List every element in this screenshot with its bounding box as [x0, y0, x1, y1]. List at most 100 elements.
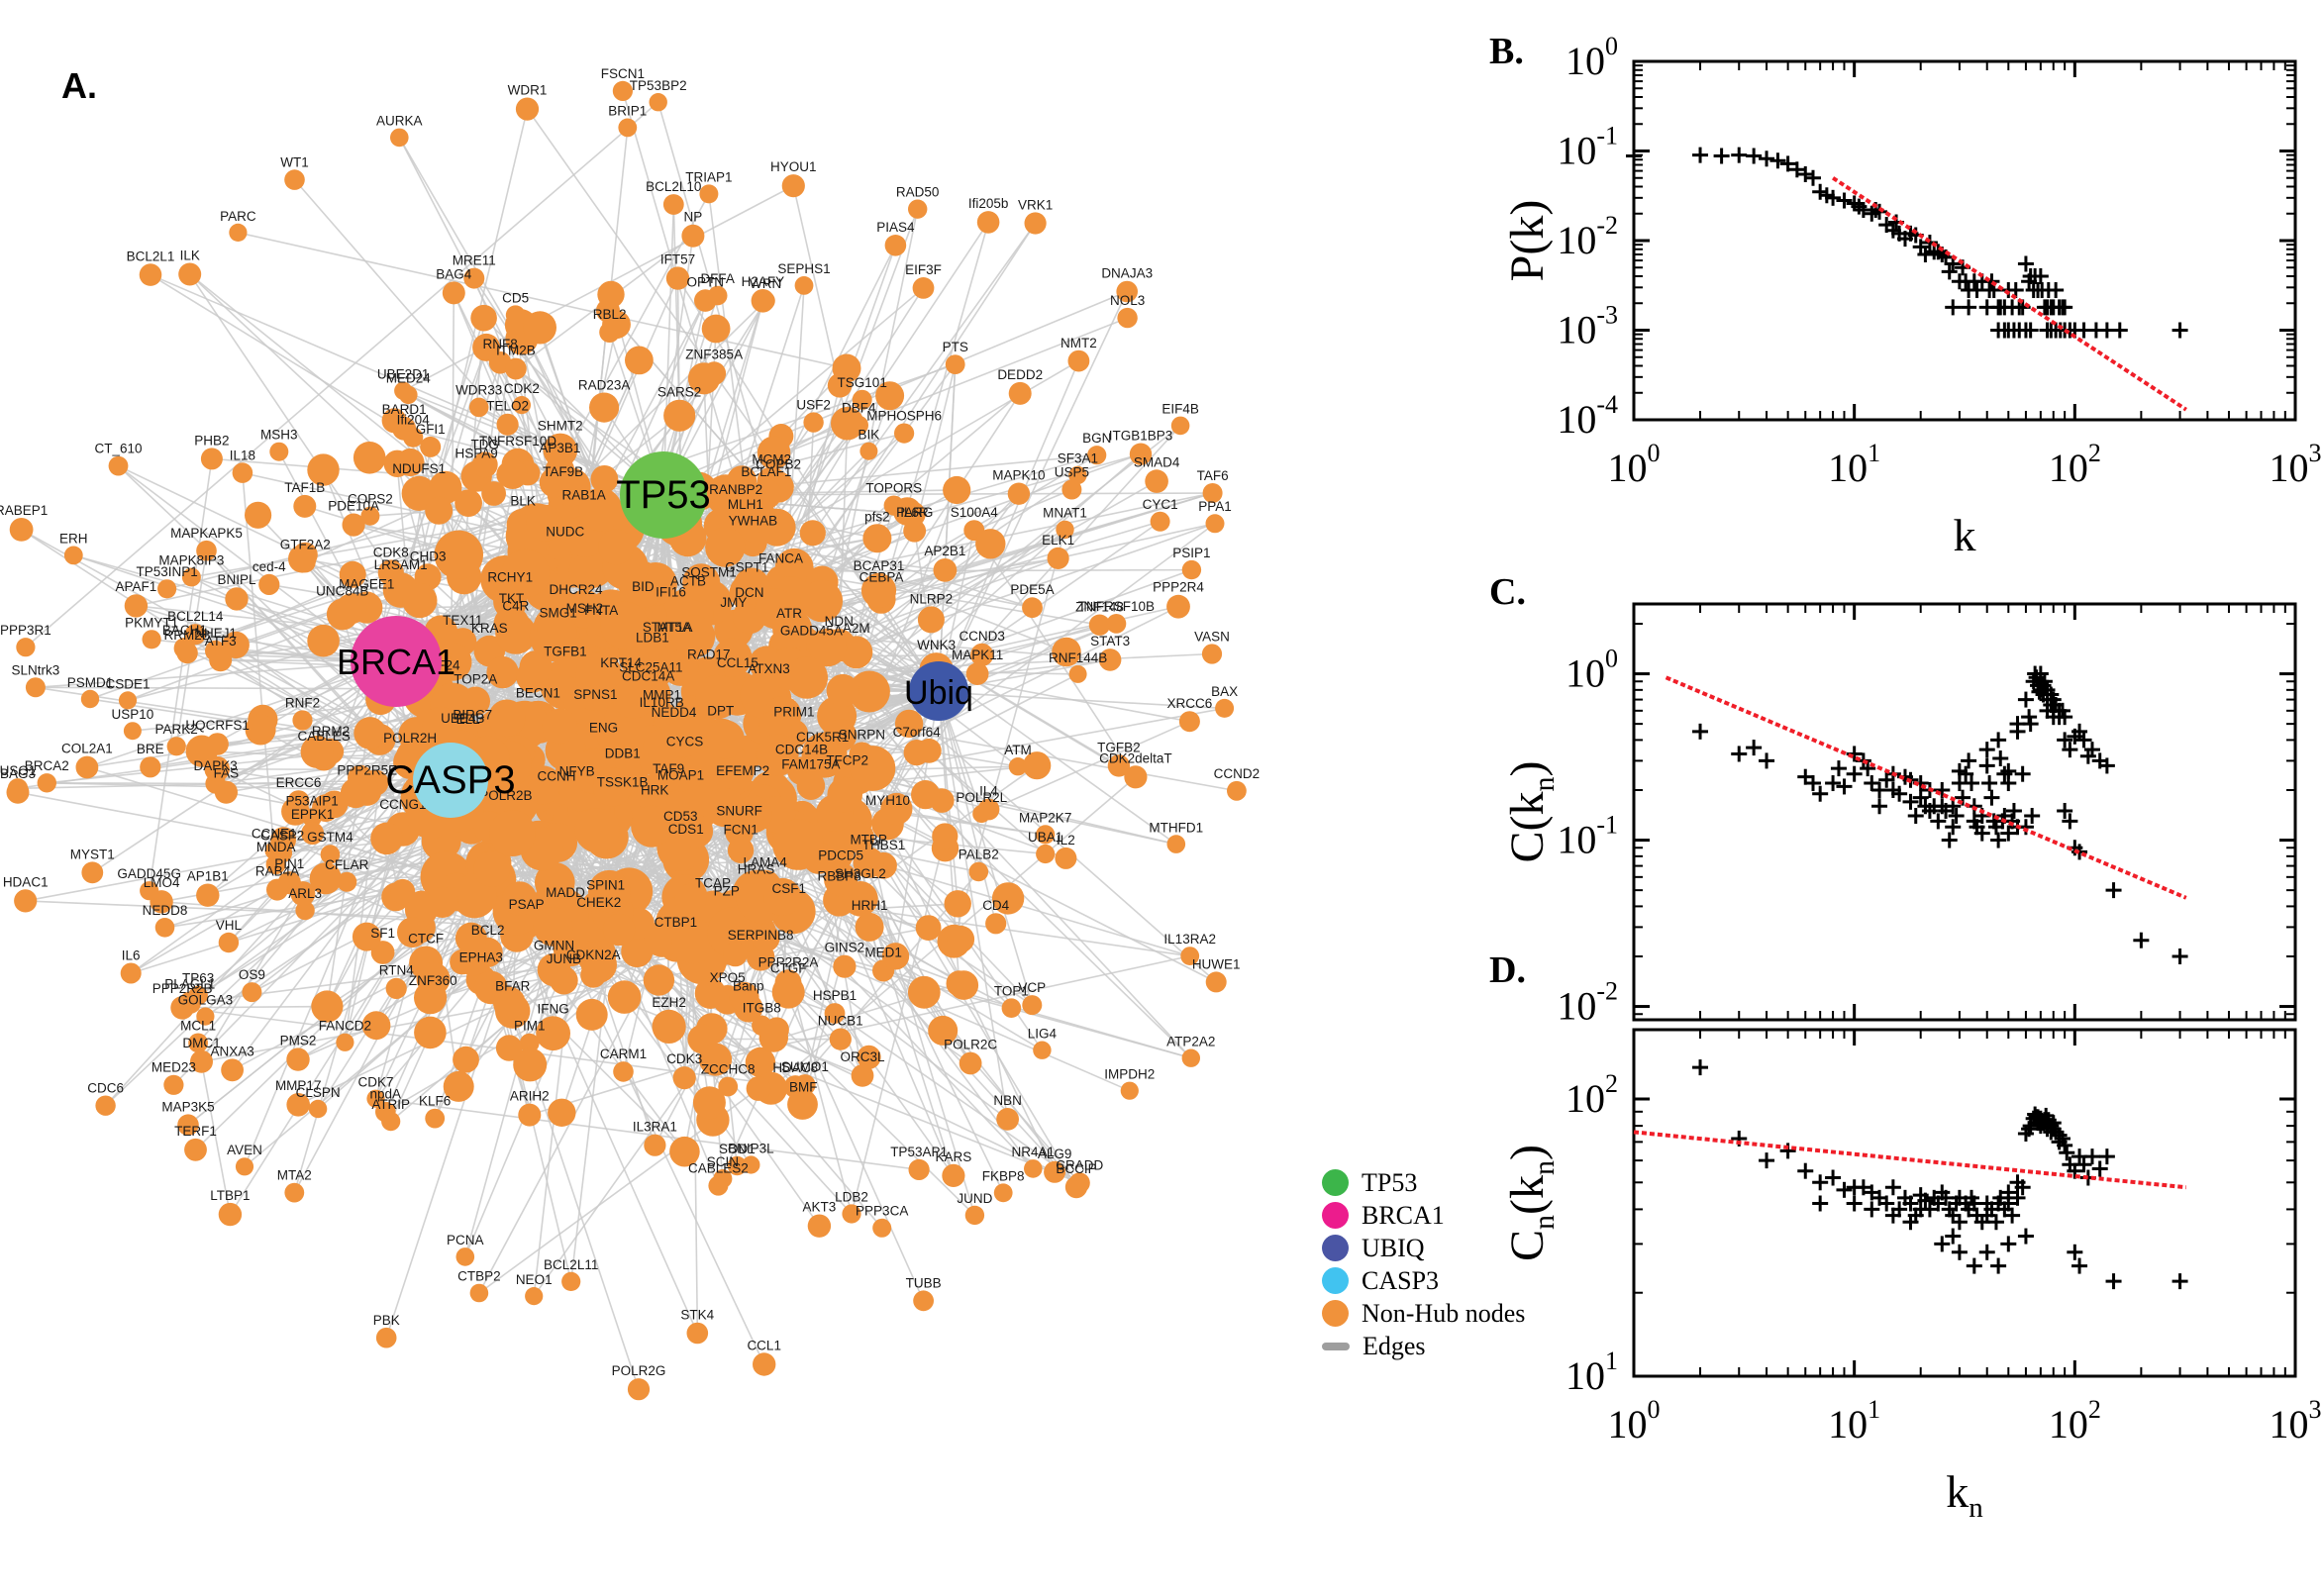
panel-label-c: C.	[1489, 571, 1526, 613]
network-node-label: EIF3F	[905, 262, 942, 277]
network-node-label: CD4	[982, 898, 1009, 913]
network-node-label: BRCA2	[25, 758, 69, 773]
network-node	[75, 755, 99, 779]
fit-line	[1633, 1130, 2187, 1190]
edge-swatch-icon	[1322, 1342, 1350, 1350]
network-node-label: PCNA	[447, 1233, 484, 1247]
network-node	[166, 737, 186, 756]
legend-label: TP53	[1362, 1167, 1418, 1197]
axis-ticks	[1632, 1030, 2297, 1378]
network-node-label: CT_610	[94, 442, 142, 456]
network-nodes	[6, 80, 1247, 1401]
network-node	[652, 1009, 686, 1044]
network-node	[942, 1163, 965, 1187]
hub-node-ubiq	[909, 661, 968, 721]
network-node	[855, 912, 884, 942]
legend-item-nonhub: Non-Hub nodes	[1322, 1297, 1525, 1330]
network-node	[525, 1287, 544, 1306]
network-node-label: UBE4B	[441, 711, 484, 726]
network-node	[880, 792, 913, 826]
network-node-label: LRSAM1	[374, 557, 428, 572]
network-node-label: H2AFY	[742, 274, 785, 289]
network-node-label: TKT	[499, 591, 525, 606]
network-node	[753, 1352, 776, 1376]
plot-frame	[1632, 1028, 2297, 1378]
network-node	[607, 980, 642, 1014]
network-node-label: A2M	[843, 621, 870, 636]
network-node	[80, 689, 100, 709]
network-node-label: RAB4A	[255, 864, 299, 879]
axis-tick-label: 102	[2049, 1395, 2101, 1446]
network-node	[493, 986, 526, 1020]
network-node-label: CTCF	[408, 932, 444, 947]
network-node	[454, 489, 482, 517]
network-node-label: NEDD8	[143, 903, 188, 918]
network-node	[932, 823, 959, 849]
network-node	[502, 881, 538, 916]
network-node	[536, 1016, 570, 1051]
network-node-label: TAF6	[1197, 468, 1229, 483]
network-node	[214, 780, 238, 804]
network-node-label: MCM2	[752, 451, 791, 466]
hub-label-brca1: BRCA1	[337, 642, 455, 682]
network-node-label: CTBP1	[655, 915, 698, 930]
network-node	[245, 714, 276, 746]
network-node-label: CHEK2	[576, 895, 621, 910]
network-node	[270, 827, 296, 853]
network-node	[290, 881, 316, 907]
network-node	[831, 406, 864, 441]
network-node	[875, 381, 905, 411]
network-node	[463, 267, 485, 289]
network-node	[756, 291, 775, 311]
network-node-label: POLR2G	[612, 1363, 666, 1378]
network-node-label: SCIN	[707, 1154, 739, 1169]
network-node-label: AKT3	[803, 1200, 837, 1215]
network-node-label: NDN	[825, 614, 854, 629]
network-node	[843, 881, 878, 917]
network-node-label: MADD	[546, 885, 585, 900]
network-node-label: ACTB	[670, 573, 706, 588]
network-node	[945, 354, 965, 374]
network-node	[705, 527, 746, 567]
network-node-label: TERF1	[174, 1124, 217, 1139]
network-node-label: ATR	[776, 606, 802, 621]
network-node-label: SUMO1	[781, 1059, 829, 1074]
network-node	[976, 211, 1000, 234]
network-node	[686, 1322, 709, 1345]
network-node-label: WDR1	[508, 83, 548, 98]
hub-node-casp3	[413, 743, 488, 818]
network-node-label: HRK	[641, 783, 669, 798]
network-node	[1036, 825, 1056, 845]
network-node-label: ELL	[456, 712, 481, 727]
network-node	[900, 501, 926, 528]
network-node-label: TNFRSF10D	[479, 434, 556, 449]
network-graph: TCAP Ifi204 NHEJ1 TP53INP1 P53AIP1 H2AFY SMG1 Z…	[0, 66, 1260, 1401]
network-node	[612, 80, 634, 101]
network-node	[718, 1076, 739, 1097]
network-node	[108, 455, 129, 476]
network-node	[455, 1247, 475, 1266]
network-node-label: POLR2H	[383, 731, 437, 746]
network-node-label: KLF6	[419, 1094, 451, 1109]
network-node	[699, 184, 719, 204]
network-node-label: WT1	[280, 154, 309, 169]
network-node-label: GOLGA3	[178, 993, 234, 1008]
network-node	[625, 346, 654, 375]
network-node	[597, 280, 625, 309]
network-node-label: CDK3	[666, 1051, 702, 1066]
network-node	[486, 655, 519, 689]
network-node-label: CDK7	[357, 1075, 393, 1090]
network-node-label: NUCB1	[818, 1013, 863, 1028]
network-node-label: MLH1	[728, 497, 763, 512]
network-node-label: PDCD5	[818, 848, 863, 862]
network-node-label: MAPK8IP3	[158, 553, 224, 568]
axis-tick-label: 10-2	[1557, 977, 1618, 1029]
network-node	[543, 433, 578, 468]
network-node-label: ITGB8	[743, 1001, 781, 1016]
network-node	[170, 996, 194, 1020]
network-node	[533, 907, 573, 947]
network-node	[1008, 381, 1032, 405]
network-node	[95, 1095, 116, 1116]
network-node-label: USF2	[796, 397, 831, 412]
